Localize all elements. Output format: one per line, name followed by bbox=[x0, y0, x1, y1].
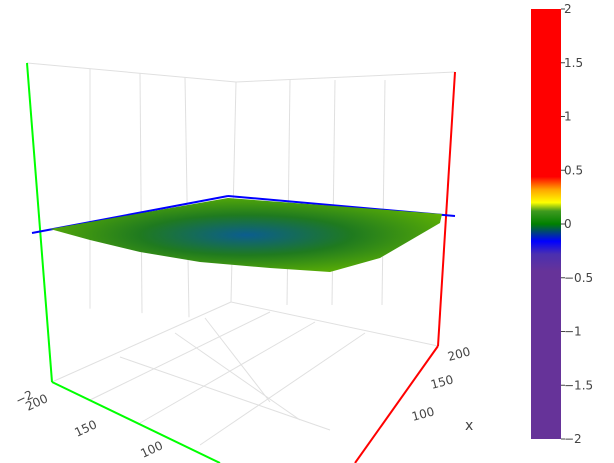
y-axis-line bbox=[26, 62, 53, 383]
grid-line bbox=[230, 301, 439, 347]
colorbar-tick-label: −2 bbox=[564, 432, 582, 446]
grid-line bbox=[184, 77, 190, 318]
grid-line bbox=[26, 62, 237, 83]
x-tick: 150 bbox=[429, 372, 455, 391]
y-axis-base-line bbox=[51, 381, 221, 463]
z-tick: −2 bbox=[13, 388, 35, 408]
colorbar-tick-label: −0.5 bbox=[564, 271, 593, 285]
grid-line bbox=[230, 81, 237, 303]
y-tick: 150 bbox=[72, 417, 99, 439]
grid-line bbox=[174, 332, 301, 421]
grid-line bbox=[51, 301, 232, 383]
colorbar bbox=[531, 9, 561, 439]
grid-line bbox=[199, 332, 366, 446]
grid-line bbox=[286, 79, 291, 306]
grid-line bbox=[139, 321, 316, 424]
colorbar-tick-label: 0 bbox=[564, 217, 572, 231]
colorbar-tick-label: 1 bbox=[564, 110, 572, 124]
grid-line bbox=[235, 71, 456, 83]
colorbar-tick-label: 1.5 bbox=[564, 56, 583, 70]
grid-line bbox=[139, 73, 143, 314]
x-axis-line bbox=[437, 71, 456, 347]
x-axis-title: x bbox=[465, 418, 473, 434]
grid-line bbox=[89, 311, 271, 401]
grid-lines bbox=[26, 62, 456, 446]
grid-line bbox=[204, 317, 271, 403]
x-tick: 200 bbox=[446, 344, 472, 363]
y-tick: 100 bbox=[138, 438, 165, 460]
x-axis-base-line bbox=[354, 345, 439, 463]
x-axis-ticks: 200 150 100 bbox=[410, 344, 472, 423]
grid-line bbox=[119, 356, 331, 431]
colorbar-tick-label: 2 bbox=[564, 2, 572, 16]
colorbar-ticks: 2 1.5 1 0.5 0 −0.5 −1 −1.5 −2 bbox=[561, 2, 593, 446]
colorbar-tick-label: −1.5 bbox=[564, 378, 593, 392]
colorbar-tick-label: 0.5 bbox=[564, 163, 583, 177]
grid-line bbox=[381, 79, 386, 306]
x-tick: 100 bbox=[410, 404, 436, 423]
colorbar-tick-label: −1 bbox=[564, 325, 582, 339]
surface-mesh bbox=[50, 198, 442, 272]
